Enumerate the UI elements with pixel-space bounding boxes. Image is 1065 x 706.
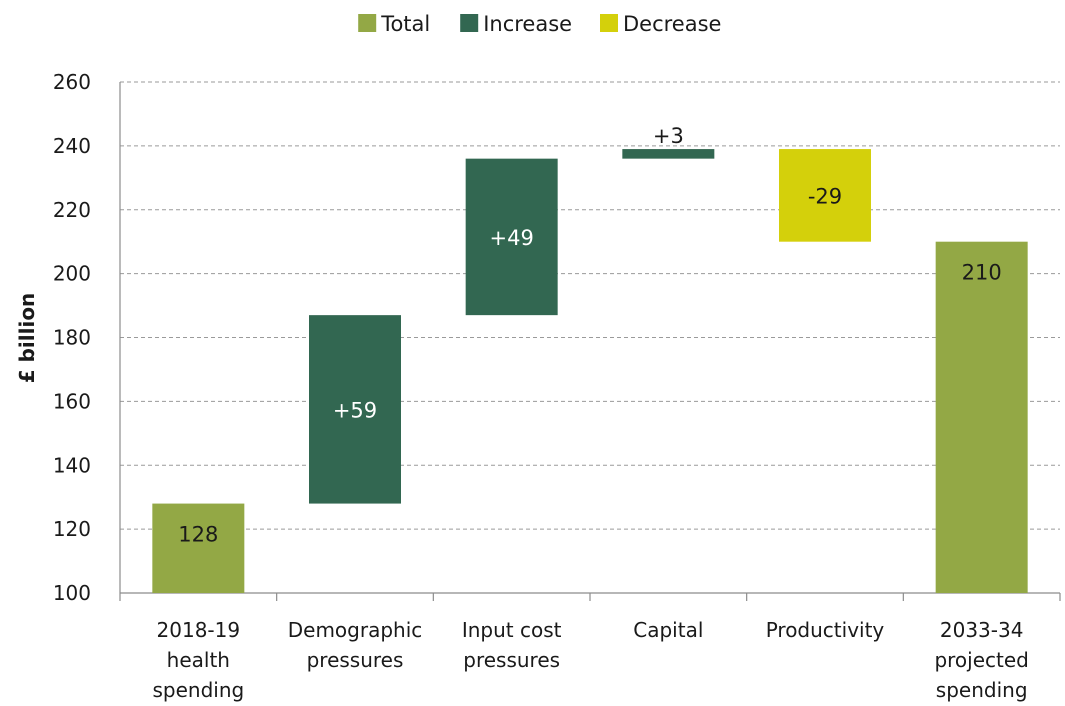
- data-label: +49: [490, 226, 534, 250]
- y-tick-label: 200: [53, 262, 91, 286]
- y-tick-label: 220: [53, 198, 91, 222]
- legend: Total Increase Decrease: [358, 12, 721, 36]
- data-label: +59: [333, 398, 377, 422]
- legend-label: Decrease: [623, 12, 721, 36]
- category-label: Productivity: [766, 618, 885, 642]
- y-tick-label: 120: [53, 517, 91, 541]
- bar-increase: [622, 149, 715, 159]
- axes: 100 120 140 160 180 200 220 240 260: [53, 70, 1061, 605]
- legend-swatch: [460, 14, 479, 32]
- category-label: Demographic pressures: [288, 618, 423, 672]
- category-label: Input cost pressures: [462, 618, 562, 672]
- legend-label: Total: [380, 12, 430, 36]
- bar-increase: [465, 158, 558, 316]
- legend-item-total: Total: [358, 12, 430, 36]
- y-tick-label: 140: [53, 453, 91, 477]
- bars: [152, 149, 1028, 593]
- legend-swatch: [600, 14, 618, 32]
- category-label: Capital: [633, 618, 703, 642]
- bar-total: [935, 241, 1028, 593]
- legend-swatch: [358, 14, 377, 32]
- y-tick-label: 240: [53, 134, 91, 158]
- data-label: +3: [653, 124, 684, 148]
- legend-label: Increase: [483, 12, 572, 36]
- legend-item-decrease: Decrease: [600, 12, 721, 36]
- category-label: 2033-34 projected spending: [934, 618, 1028, 702]
- gridlines: [120, 81, 1060, 530]
- bar-total: [152, 503, 245, 593]
- bar-increase: [309, 315, 401, 504]
- bar-decrease: [779, 149, 871, 242]
- y-tick-label: 180: [53, 326, 91, 350]
- data-label: 128: [178, 523, 218, 547]
- legend-item-increase: Increase: [460, 12, 572, 36]
- y-tick-label: 260: [53, 70, 91, 94]
- data-labels: 128 +59 +49 +3 -29 210: [178, 124, 1001, 547]
- data-label: 210: [962, 261, 1002, 285]
- category-labels: 2018-19 health spending Demographic pressure…: [152, 618, 1028, 702]
- y-axis-label: £ billion: [15, 293, 39, 384]
- category-label: 2018-19 health spending: [152, 618, 244, 702]
- y-tick-label: 160: [53, 389, 91, 413]
- y-tick-label: 100: [53, 581, 91, 605]
- data-label: -29: [808, 184, 842, 208]
